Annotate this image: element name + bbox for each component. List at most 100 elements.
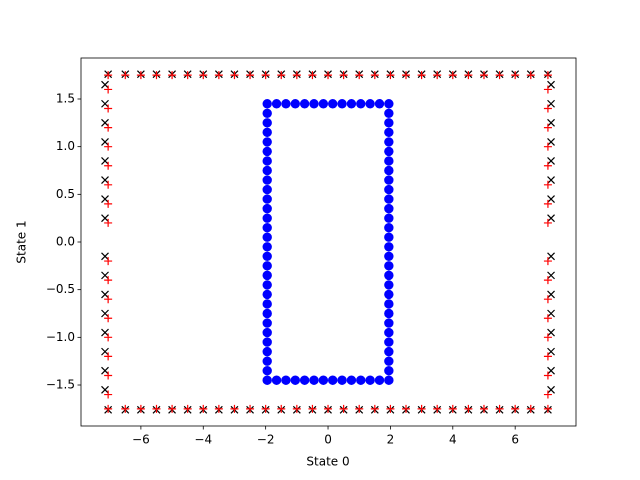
point: [479, 404, 488, 413]
point: [121, 404, 130, 413]
point: [262, 137, 272, 147]
point: [384, 261, 394, 271]
y-tick-label: 1.5: [56, 91, 75, 105]
point: [386, 71, 395, 80]
point: [101, 366, 109, 375]
point: [543, 218, 552, 227]
point: [543, 199, 552, 208]
point: [384, 366, 394, 376]
point: [547, 157, 555, 165]
point: [214, 404, 223, 413]
point: [384, 289, 394, 300]
point: [262, 127, 272, 138]
point: [101, 137, 109, 146]
point: [365, 375, 375, 385]
point: [281, 99, 291, 109]
point: [290, 375, 300, 385]
point: [384, 175, 394, 185]
point: [547, 309, 555, 318]
point: [543, 180, 552, 189]
point: [104, 85, 113, 94]
point: [271, 375, 282, 385]
point: [543, 390, 552, 399]
point: [526, 404, 535, 413]
point: [262, 366, 272, 376]
point: [101, 99, 109, 108]
point: [101, 157, 109, 165]
point: [547, 99, 555, 108]
point: [547, 214, 555, 223]
point: [479, 71, 488, 80]
point: [384, 99, 394, 109]
point: [104, 352, 113, 361]
point: [104, 71, 113, 80]
point: [101, 214, 109, 223]
point: [526, 71, 535, 80]
point: [402, 404, 411, 413]
y-tick-label: −1.5: [46, 378, 75, 392]
point: [262, 203, 272, 214]
point: [370, 404, 379, 413]
point: [101, 347, 109, 356]
point: [152, 404, 161, 413]
point: [104, 257, 113, 266]
point: [262, 299, 272, 309]
point: [543, 404, 552, 413]
point: [543, 71, 552, 80]
point: [384, 232, 394, 242]
point: [168, 404, 177, 413]
point: [337, 375, 347, 385]
point: [543, 257, 552, 266]
point: [543, 371, 552, 380]
point: [262, 289, 272, 300]
point: [448, 404, 457, 413]
point: [543, 314, 552, 323]
point: [262, 194, 272, 204]
point: [230, 404, 239, 413]
point: [183, 71, 192, 80]
point: [262, 99, 272, 109]
point: [104, 180, 113, 189]
point: [262, 346, 272, 357]
point: [199, 404, 208, 413]
point: [101, 252, 109, 261]
point: [281, 375, 291, 385]
point: [101, 309, 109, 318]
point: [104, 161, 113, 170]
point: [543, 333, 552, 342]
x-tick-label: −2: [257, 433, 275, 447]
point: [308, 404, 317, 413]
point: [152, 71, 161, 80]
point: [384, 146, 394, 157]
point: [230, 71, 239, 80]
point: [262, 222, 272, 233]
point: [324, 71, 333, 80]
point: [543, 352, 552, 361]
point: [104, 142, 113, 151]
y-tick-label: 0.5: [56, 187, 75, 201]
point: [543, 104, 552, 113]
point: [104, 276, 113, 285]
point: [384, 137, 394, 147]
point: [384, 375, 394, 385]
point: [262, 261, 272, 271]
point: [355, 404, 364, 413]
point: [355, 71, 364, 80]
y-tick-label: 0.0: [56, 235, 75, 249]
point: [101, 385, 109, 394]
plot-frame: [80, 57, 577, 427]
point: [417, 404, 426, 413]
point: [384, 127, 394, 138]
point: [543, 85, 552, 94]
point: [262, 242, 272, 252]
point: [101, 195, 109, 204]
point: [183, 404, 192, 413]
point: [309, 375, 319, 385]
point: [246, 404, 255, 413]
point: [104, 390, 113, 399]
point: [384, 165, 394, 176]
point: [433, 404, 442, 413]
point: [433, 71, 442, 80]
point: [543, 161, 552, 170]
